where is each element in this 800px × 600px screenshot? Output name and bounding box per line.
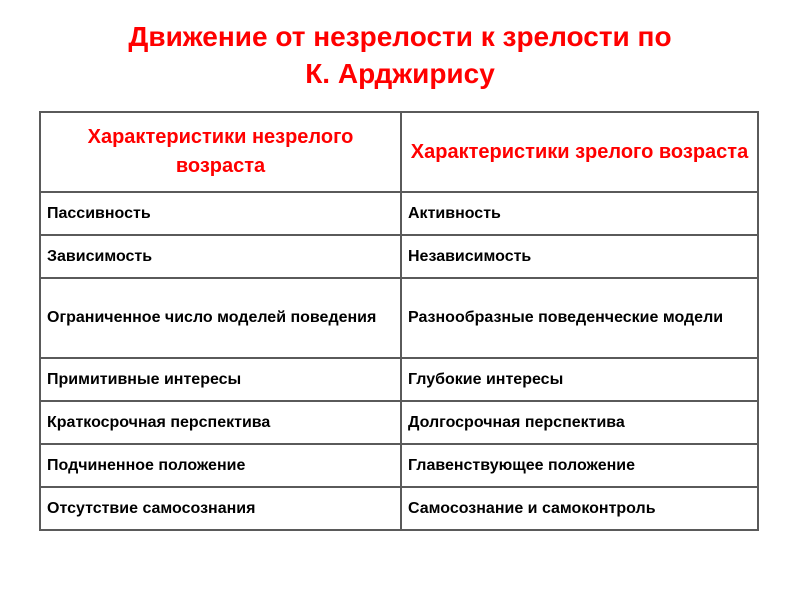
title-line-1: Движение от незрелости к зрелости по <box>128 21 672 52</box>
table-header-row: Характеристики незрелого возраста Характ… <box>39 111 759 193</box>
cell-mature: Активность <box>400 191 759 236</box>
cell-mature: Долгосрочная перспектива <box>400 400 759 445</box>
cell-mature: Глубокие интересы <box>400 357 759 402</box>
table-row: Краткосрочная перспектива Долгосрочная пе… <box>39 400 759 445</box>
header-immature: Характеристики незрелого возраста <box>39 111 402 193</box>
table-row: Отсутствие самосознания Самосознание и са… <box>39 486 759 531</box>
cell-mature: Самосознание и самоконтроль <box>400 486 759 531</box>
table-row: Ограниченное число моделей поведения Разн… <box>39 277 759 359</box>
cell-mature: Разнообразные поведенческие модели <box>400 277 759 359</box>
page-title: Движение от незрелости к зрелости по К. … <box>0 18 800 92</box>
cell-immature: Пассивность <box>39 191 402 236</box>
title-line-2: К. Арджирису <box>305 58 495 89</box>
cell-mature: Главенствующее положение <box>400 443 759 488</box>
table-row: Примитивные интересы Глубокие интересы <box>39 357 759 402</box>
cell-immature: Зависимость <box>39 234 402 279</box>
table-row: Зависимость Независимость <box>39 234 759 279</box>
cell-mature: Независимость <box>400 234 759 279</box>
cell-immature: Ограниченное число моделей поведения <box>39 277 402 359</box>
cell-immature: Примитивные интересы <box>39 357 402 402</box>
header-mature: Характеристики зрелого возраста <box>400 111 759 193</box>
table-row: Пассивность Активность <box>39 191 759 236</box>
cell-immature: Краткосрочная перспектива <box>39 400 402 445</box>
cell-immature: Подчиненное положение <box>39 443 402 488</box>
table-row: Подчиненное положение Главенствующее поло… <box>39 443 759 488</box>
cell-immature: Отсутствие самосознания <box>39 486 402 531</box>
comparison-table: Характеристики незрелого возраста Характ… <box>39 111 759 531</box>
